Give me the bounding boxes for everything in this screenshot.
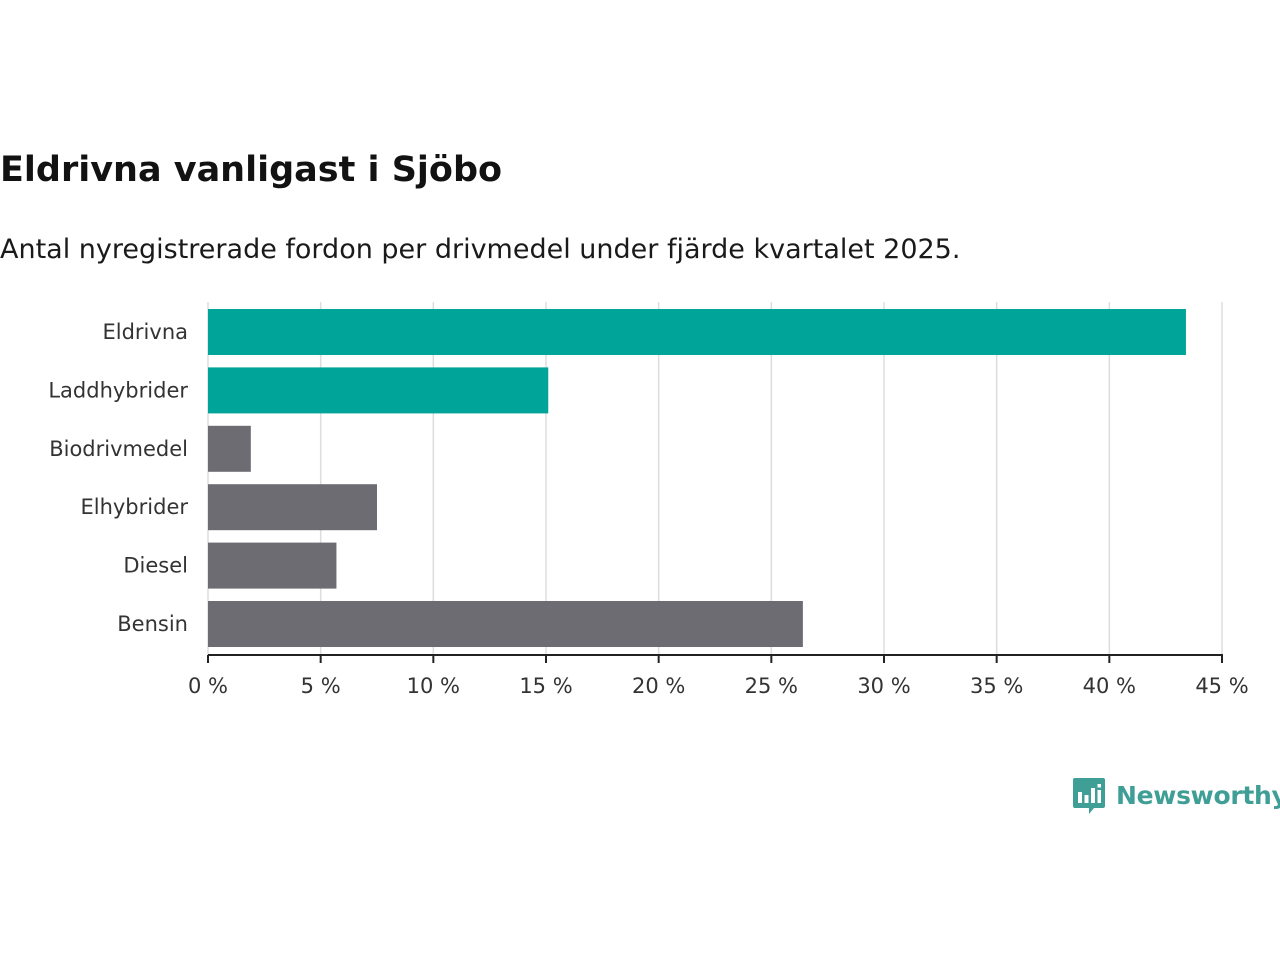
bars [208,309,1186,647]
x-tick-label: 45 % [1195,674,1248,698]
bar [208,309,1186,355]
bar-chart: Eldrivna Laddhybrider Biodrivmedel Elhybrid… [48,302,1249,698]
x-tick-label: 0 % [188,674,228,698]
category-label: Diesel [123,554,188,578]
category-label: Biodrivmedel [49,437,188,461]
bar [208,542,337,589]
chart-title: Eldrivna vanligast i Sjöbo [0,150,503,190]
x-tick-label: 30 % [857,674,910,698]
category-label: Elhybrider [80,495,188,519]
bar [208,367,549,414]
category-label: Bensin [117,612,188,636]
x-tick-label: 10 % [407,674,460,698]
x-tick-label: 15 % [519,674,572,698]
x-tick-label: 20 % [632,674,685,698]
bar [208,425,251,472]
x-tick-label: 5 % [301,674,341,698]
newsworthy-logo-icon [1073,778,1105,814]
x-axis: 0 % 5 % 10 % 15 % 20 % 25 % 30 % 35 % 40 % 45 % [188,654,1249,698]
category-label: Eldrivna [102,320,188,344]
x-tick-label: 35 % [970,674,1023,698]
x-tick-label: 40 % [1083,674,1136,698]
gridlines [207,302,1223,655]
category-label: Laddhybrider [48,378,188,402]
bar [208,601,803,647]
category-labels: Eldrivna Laddhybrider Biodrivmedel Elhybrid… [48,320,188,636]
newsworthy-logo: Newsworthy [1072,776,1280,818]
bar [208,484,377,531]
brand-name: Newsworthy [1116,780,1280,810]
chart-subtitle: Antal nyregistrerade fordon per drivmede… [0,234,961,265]
x-tick-label: 25 % [745,674,798,698]
